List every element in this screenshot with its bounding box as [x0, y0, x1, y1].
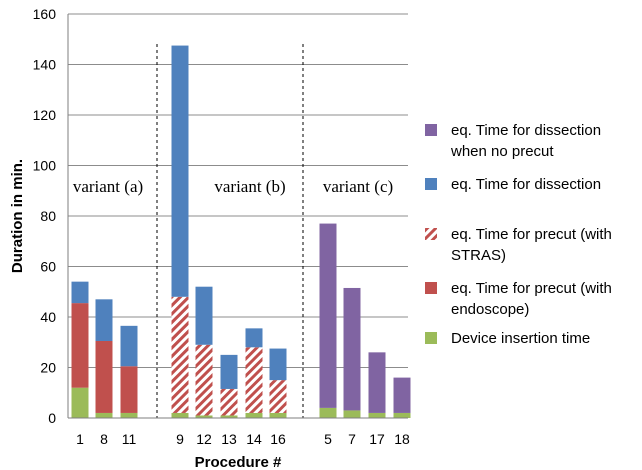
bar-segment [245, 347, 263, 413]
group-label: variant (b) [214, 177, 285, 196]
bar-segment [171, 296, 189, 413]
bar-segment [120, 366, 138, 413]
group-label: variant (c) [323, 177, 393, 196]
bar-segment [220, 388, 238, 416]
group-label: variant (a) [73, 177, 143, 196]
bar-segment [71, 303, 89, 388]
y-tick-label: 160 [33, 6, 57, 22]
bar-segment [269, 380, 287, 413]
x-tick-label: 8 [100, 431, 108, 447]
bar-segment [245, 328, 263, 348]
x-tick-label: 7 [348, 431, 356, 447]
y-tick-label: 20 [40, 360, 56, 376]
bar-segment [269, 348, 287, 381]
y-tick-label: 40 [40, 309, 56, 325]
y-tick-label: 0 [48, 410, 56, 426]
bar-segment [120, 412, 138, 418]
bar-segment [195, 344, 213, 416]
bar-segment [171, 412, 189, 418]
y-axis-title: Duration in min. [9, 159, 26, 273]
bar-segment [95, 340, 113, 413]
x-axis-title: Procedure # [195, 454, 282, 470]
legend-swatch [425, 332, 437, 344]
legend-swatch [425, 124, 437, 136]
legend-label: eq. Time for precut (with [451, 226, 612, 243]
legend-label: eq. Time for precut (with [451, 280, 612, 297]
bars [71, 45, 411, 418]
legend-swatch [425, 228, 437, 240]
bar-segment [319, 223, 337, 408]
bar-segment [220, 354, 238, 389]
bar-segment [343, 287, 361, 411]
legend: eq. Time for dissection when no precut eq.… [425, 122, 612, 347]
bar-segment [95, 412, 113, 418]
bar-segment [220, 415, 238, 418]
bar-segment [71, 387, 89, 418]
y-tick-label: 140 [33, 57, 57, 73]
y-tick-label: 60 [40, 259, 56, 275]
group-separators [156, 44, 304, 418]
bar-segment [245, 412, 263, 418]
x-tick-label: 18 [394, 431, 410, 447]
x-tick-label: 5 [324, 431, 332, 447]
bar-segment [195, 415, 213, 418]
legend-label: endoscope) [451, 301, 529, 318]
bar-segment [269, 412, 287, 418]
x-tick-label: 11 [122, 431, 137, 447]
legend-swatch [425, 282, 437, 294]
legend-swatch [425, 178, 437, 190]
legend-label: Device insertion time [451, 330, 590, 347]
bar-segment [71, 281, 89, 304]
bar-segment [393, 377, 411, 413]
legend-label: STRAS) [451, 247, 506, 264]
bar-segment [95, 299, 113, 341]
y-tick-label: 100 [33, 158, 57, 174]
bar-segment [343, 410, 361, 418]
x-tick-label: 9 [176, 431, 184, 447]
bar-segment [368, 412, 386, 418]
x-tick-label: 1 [76, 431, 84, 447]
axes [67, 14, 408, 419]
legend-label: eq. Time for dissection [451, 176, 601, 193]
bar-segment [368, 352, 386, 413]
legend-label: eq. Time for dissection [451, 122, 601, 139]
bar-segment [195, 286, 213, 345]
x-tick-label: 12 [196, 431, 212, 447]
bar-segment [393, 412, 411, 418]
x-tick-label: 17 [369, 431, 385, 447]
bar-segment [171, 45, 189, 297]
x-tick-label: 13 [221, 431, 237, 447]
y-tick-label: 80 [40, 208, 56, 224]
x-tick-label: 16 [270, 431, 286, 447]
labels: 0 20 40 60 80 100 120 140 160 1 8 11 9 12 13 14 16 5 7 17 18… [9, 6, 410, 470]
bar-segment [120, 325, 138, 367]
y-tick-label: 120 [33, 107, 57, 123]
legend-label: when no precut [450, 143, 554, 160]
bar-segment [319, 407, 337, 418]
x-tick-label: 14 [246, 431, 262, 447]
